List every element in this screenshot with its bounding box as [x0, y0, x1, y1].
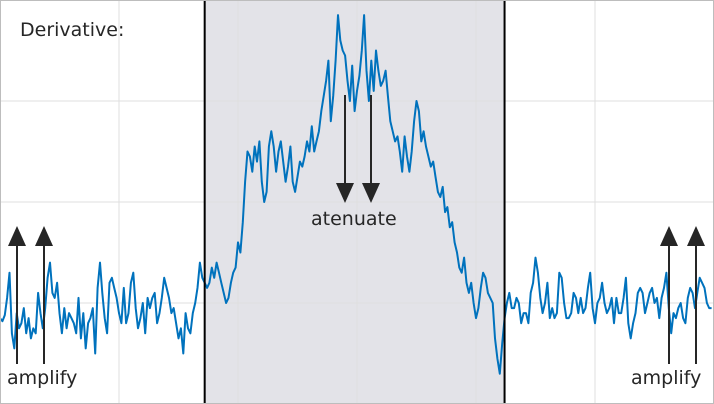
arrow-up-icon	[35, 226, 53, 246]
amplify-arrows-right	[660, 226, 705, 364]
arrow-up-icon	[8, 226, 26, 246]
arrow-down-icon	[336, 183, 354, 203]
annotation-amplify-left: amplify	[7, 367, 77, 389]
arrow-up-icon	[660, 226, 678, 246]
amplify-arrows-left	[8, 226, 53, 364]
series-line	[0, 14, 712, 375]
chart-title: Derivative:	[20, 19, 124, 41]
arrow-up-icon	[687, 226, 705, 246]
annotation-atenuate: atenuate	[311, 208, 397, 230]
arrow-down-icon	[362, 183, 380, 203]
attenuate-arrows	[336, 95, 380, 203]
annotation-amplify-right: amplify	[631, 367, 701, 389]
